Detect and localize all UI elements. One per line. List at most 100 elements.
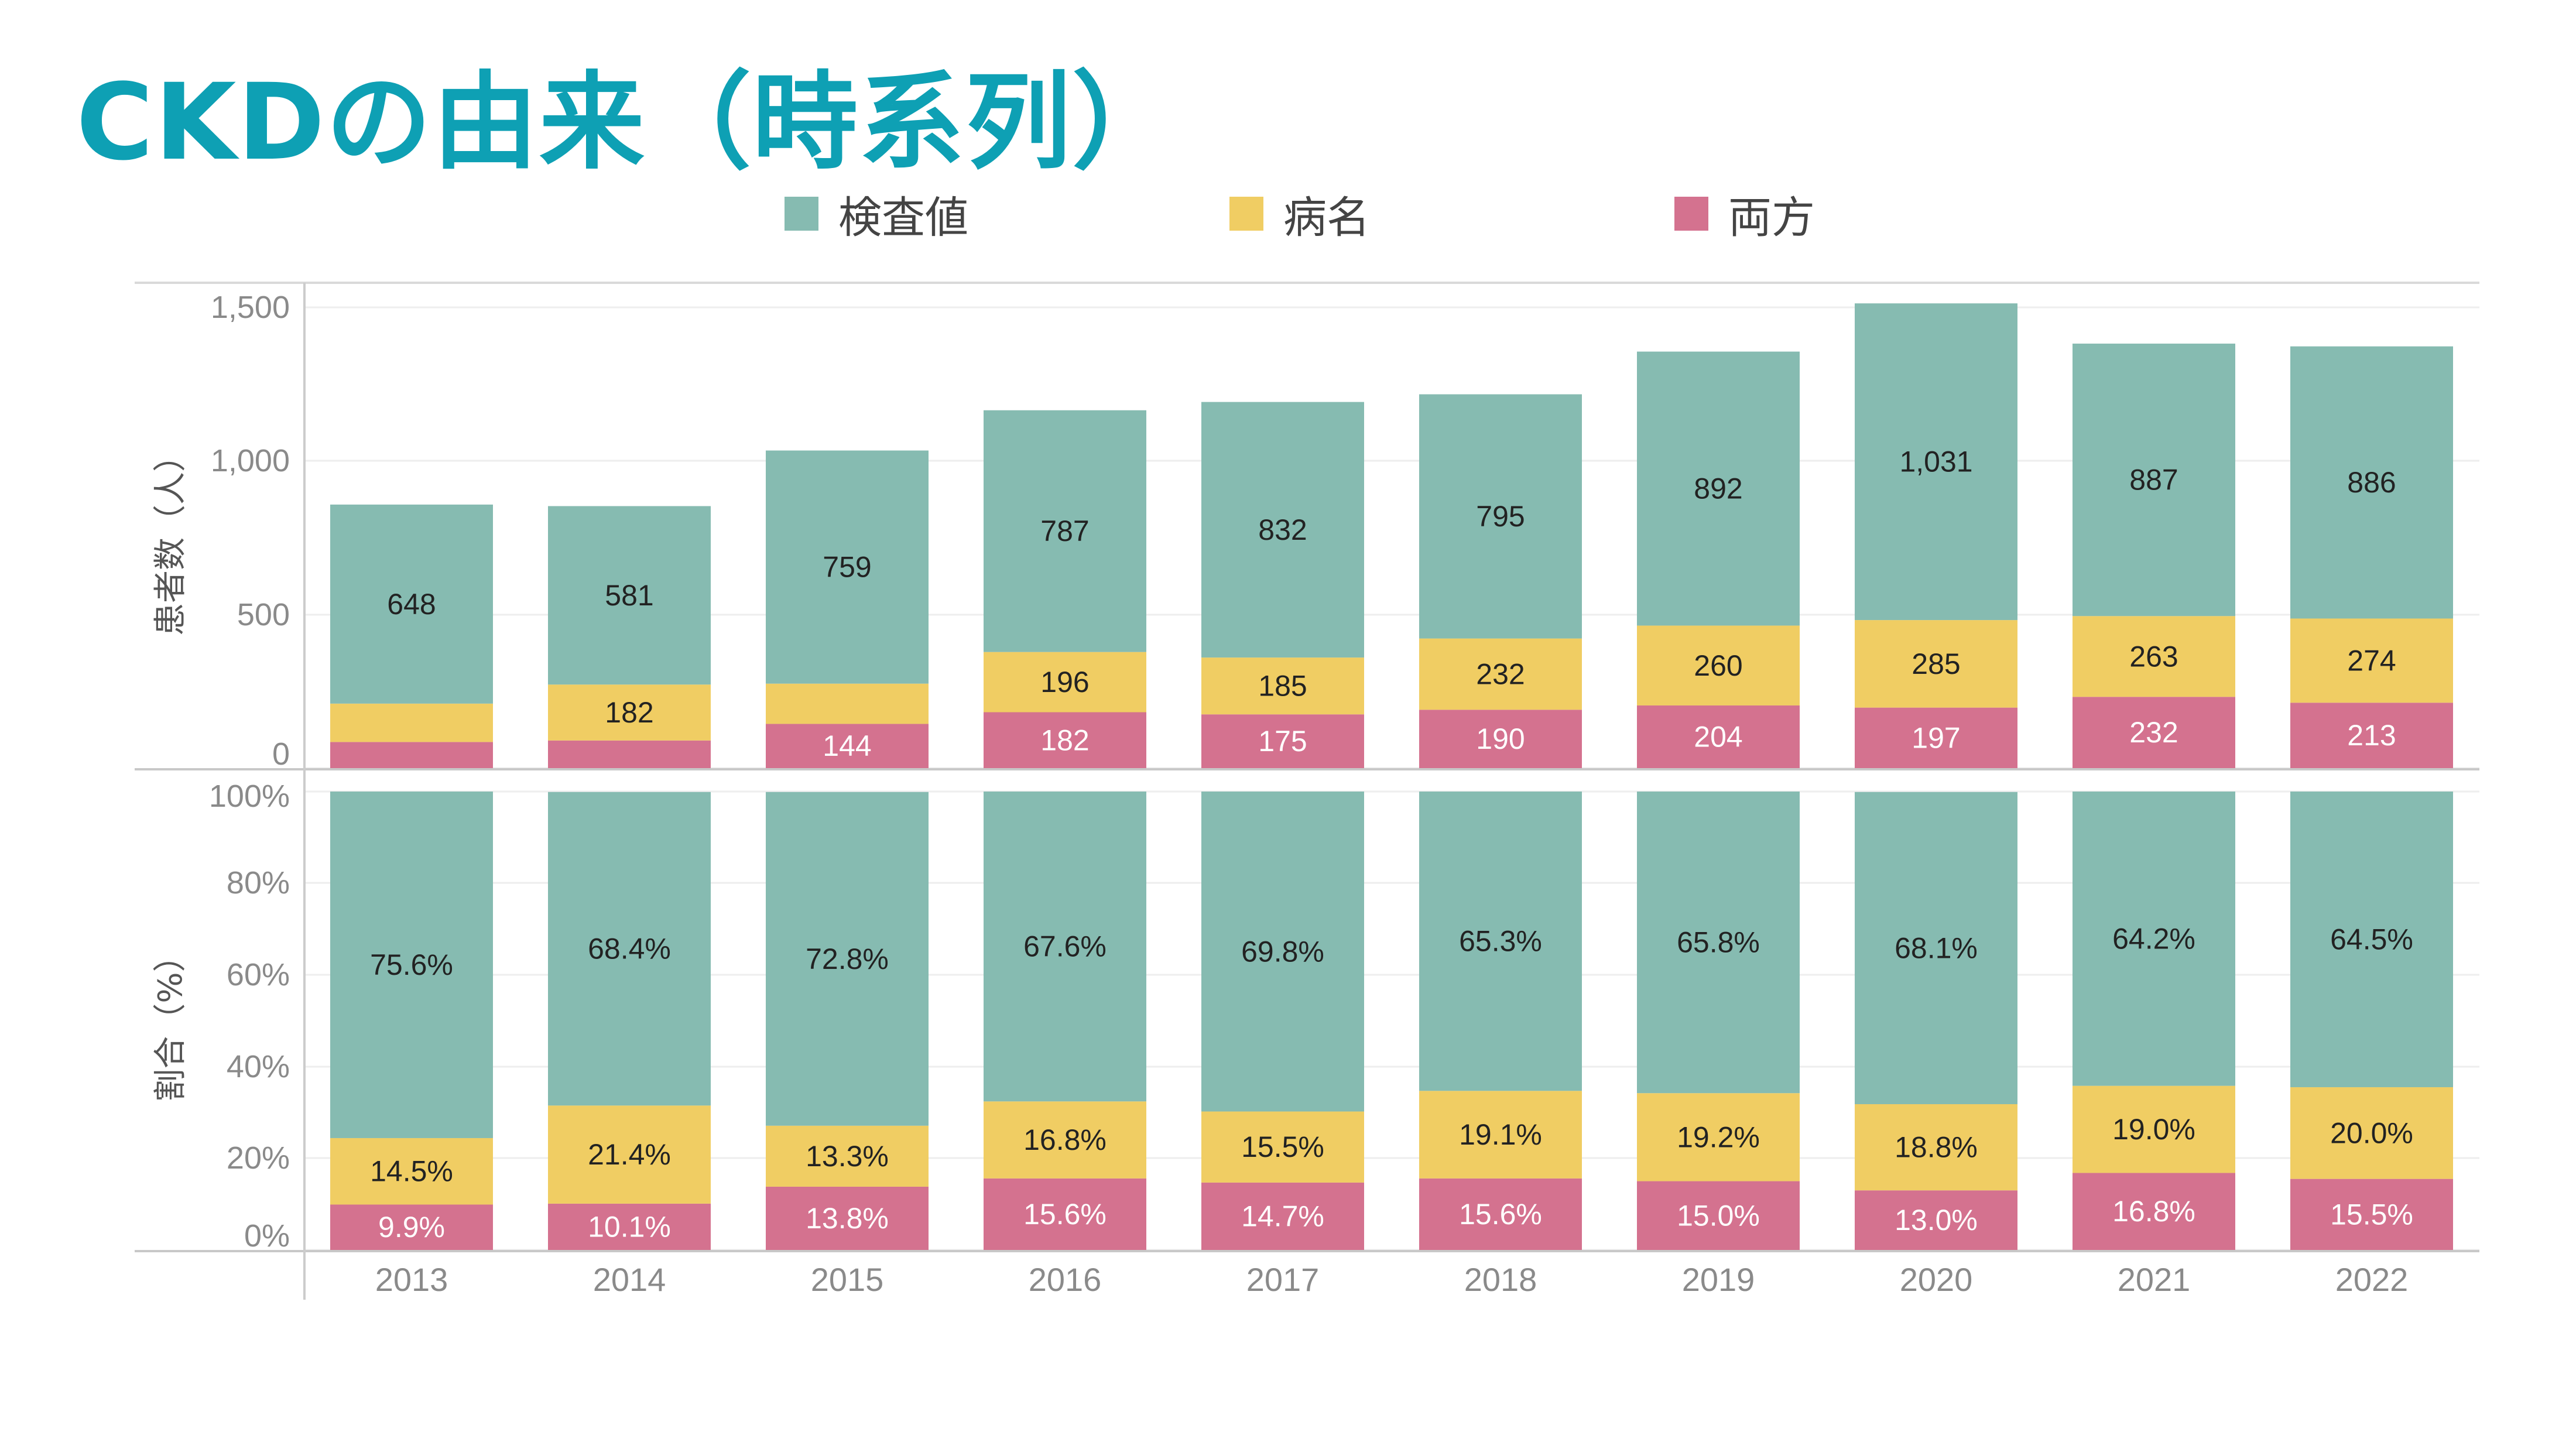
percent-bar-both-2018 [1419, 1178, 1582, 1250]
percent-bar-diagnosis-2022 [2290, 1087, 2453, 1179]
count-ytick-label: 1,000 [211, 443, 290, 478]
percent-bar-both-2022 [2290, 1179, 2453, 1250]
count-bar-diagnosis-2016 [984, 652, 1146, 712]
xtick-label-2022: 2022 [2335, 1261, 2409, 1298]
count-label-both-2022: 213 [2347, 719, 2396, 752]
count-bar-diagnosis-2017 [1201, 657, 1364, 715]
count-label-diagnosis-2019: 260 [1694, 649, 1742, 682]
count-label-lab-2019: 892 [1694, 472, 1742, 505]
count-bar-both-2020 [1855, 707, 2017, 768]
count-bar-both-2018 [1419, 710, 1582, 768]
page-title: CKDの由来（時系列） [76, 61, 1179, 184]
percent-ylabel: 割合（%） [152, 939, 190, 1101]
percent-ytick-label: 60% [227, 957, 290, 992]
count-label-diagnosis-2017: 185 [1258, 670, 1307, 703]
count-bar-diagnosis-2018 [1419, 638, 1582, 710]
percent-label-diagnosis-2020: 18.8% [1895, 1131, 1978, 1164]
percent-bar-lab-2022 [2290, 792, 2453, 1088]
count-bar-lab-2018 [1419, 394, 1582, 639]
percent-bar-diagnosis-2020 [1855, 1104, 2017, 1191]
percent-label-lab-2022: 64.5% [2330, 923, 2413, 956]
count-bar-lab-2017 [1201, 402, 1364, 658]
count-bar-both-2017 [1201, 714, 1364, 768]
count-ytick-label: 0 [272, 737, 290, 772]
percent-label-both-2019: 15.0% [1677, 1199, 1760, 1232]
xtick-label-2013: 2013 [375, 1261, 448, 1298]
percent-label-lab-2020: 68.1% [1895, 931, 1978, 964]
percent-label-diagnosis-2017: 15.5% [1241, 1131, 1324, 1163]
count-label-both-2020: 197 [1912, 721, 1960, 754]
count-bar-diagnosis-2019 [1637, 625, 1800, 705]
percent-bar-both-2013 [330, 1204, 493, 1250]
count-label-lab-2015: 759 [823, 551, 871, 584]
percent-bar-diagnosis-2013 [330, 1138, 493, 1205]
legend-swatch-lab [785, 197, 818, 231]
percent-bar-lab-2021 [2073, 792, 2235, 1086]
percent-label-both-2022: 15.5% [2330, 1198, 2413, 1231]
xtick-label-2020: 2020 [1900, 1261, 1973, 1298]
percent-label-both-2021: 16.8% [2112, 1195, 2195, 1228]
count-bar-both-2019 [1637, 705, 1800, 768]
count-ylabel: 患者数（人） [152, 439, 190, 636]
percent-bar-diagnosis-2019 [1637, 1093, 1800, 1181]
legend-swatch-diagnosis [1229, 197, 1263, 231]
percent-bar-lab-2013 [330, 792, 493, 1138]
percent-label-both-2018: 15.6% [1459, 1198, 1542, 1231]
count-bar-lab-2013 [330, 504, 493, 704]
count-label-lab-2020: 1,031 [1899, 446, 1972, 478]
percent-bar-diagnosis-2017 [1201, 1111, 1364, 1183]
percent-label-lab-2018: 65.3% [1459, 925, 1542, 958]
count-bar-both-2021 [2073, 697, 2235, 768]
xtick-label-2014: 2014 [593, 1261, 666, 1298]
percent-bar-lab-2016 [984, 792, 1146, 1102]
percent-label-lab-2019: 65.8% [1677, 926, 1760, 959]
count-label-diagnosis-2022: 274 [2347, 644, 2396, 677]
legend-item-lab: 検査値 [785, 179, 968, 249]
legend-swatch-both [1674, 197, 1708, 231]
count-bar-lab-2022 [2290, 346, 2453, 619]
count-bar-both-2022 [2290, 703, 2453, 768]
count-bar-diagnosis-2022 [2290, 618, 2453, 703]
percent-label-lab-2016: 67.6% [1023, 930, 1107, 963]
percent-label-diagnosis-2021: 19.0% [2112, 1113, 2195, 1146]
count-label-both-2019: 204 [1694, 720, 1742, 753]
percent-bar-lab-2014 [548, 792, 711, 1106]
percent-bar-diagnosis-2021 [2073, 1085, 2235, 1173]
percent-label-both-2017: 14.7% [1241, 1200, 1324, 1232]
percent-bar-diagnosis-2014 [548, 1105, 711, 1204]
percent-bar-both-2020 [1855, 1190, 2017, 1250]
percent-bar-both-2016 [984, 1178, 1146, 1250]
count-label-diagnosis-2014: 182 [605, 696, 653, 729]
count-bar-both-2014 [548, 740, 711, 768]
count-label-both-2021: 232 [2129, 716, 2178, 749]
percent-label-both-2016: 15.6% [1023, 1198, 1107, 1231]
count-label-diagnosis-2018: 232 [1476, 657, 1525, 690]
count-bar-diagnosis-2014 [548, 684, 711, 741]
count-label-diagnosis-2016: 196 [1040, 666, 1089, 698]
percent-label-diagnosis-2022: 20.0% [2330, 1116, 2413, 1149]
percent-label-lab-2021: 64.2% [2112, 922, 2195, 955]
count-bar-lab-2021 [2073, 343, 2235, 616]
xtick-label-2017: 2017 [1246, 1261, 1320, 1298]
percent-ytick-label: 0% [244, 1218, 290, 1253]
percent-label-diagnosis-2018: 19.1% [1459, 1118, 1542, 1151]
count-label-lab-2018: 795 [1476, 500, 1525, 533]
count-label-lab-2014: 581 [605, 579, 653, 612]
patients-count-panel: 1,500 1,000 500 0 患者数（人） 648 182 581 144 759 182 19… [152, 290, 2479, 772]
count-bar-both-2016 [984, 712, 1146, 768]
count-label-lab-2022: 886 [2347, 466, 2396, 499]
percent-ytick-label: 20% [227, 1140, 290, 1176]
x-axis: 2013 2014 2015 2016 2017 2018 2019 2020 2021 2022 [375, 1261, 2409, 1298]
count-bar-both-2013 [330, 742, 493, 768]
percent-ytick-label: 80% [227, 865, 290, 900]
chart-frame [135, 282, 2479, 1300]
count-bar-lab-2019 [1637, 351, 1800, 626]
percent-bar-both-2015 [766, 1186, 929, 1250]
percent-label-diagnosis-2015: 13.3% [806, 1140, 889, 1173]
percent-label-lab-2017: 69.8% [1241, 935, 1324, 968]
percent-bar-lab-2019 [1637, 792, 1800, 1094]
xtick-label-2019: 2019 [1682, 1261, 1755, 1298]
legend-label-diagnosis: 病名 [1283, 192, 1370, 243]
xtick-label-2021: 2021 [2118, 1261, 2191, 1298]
